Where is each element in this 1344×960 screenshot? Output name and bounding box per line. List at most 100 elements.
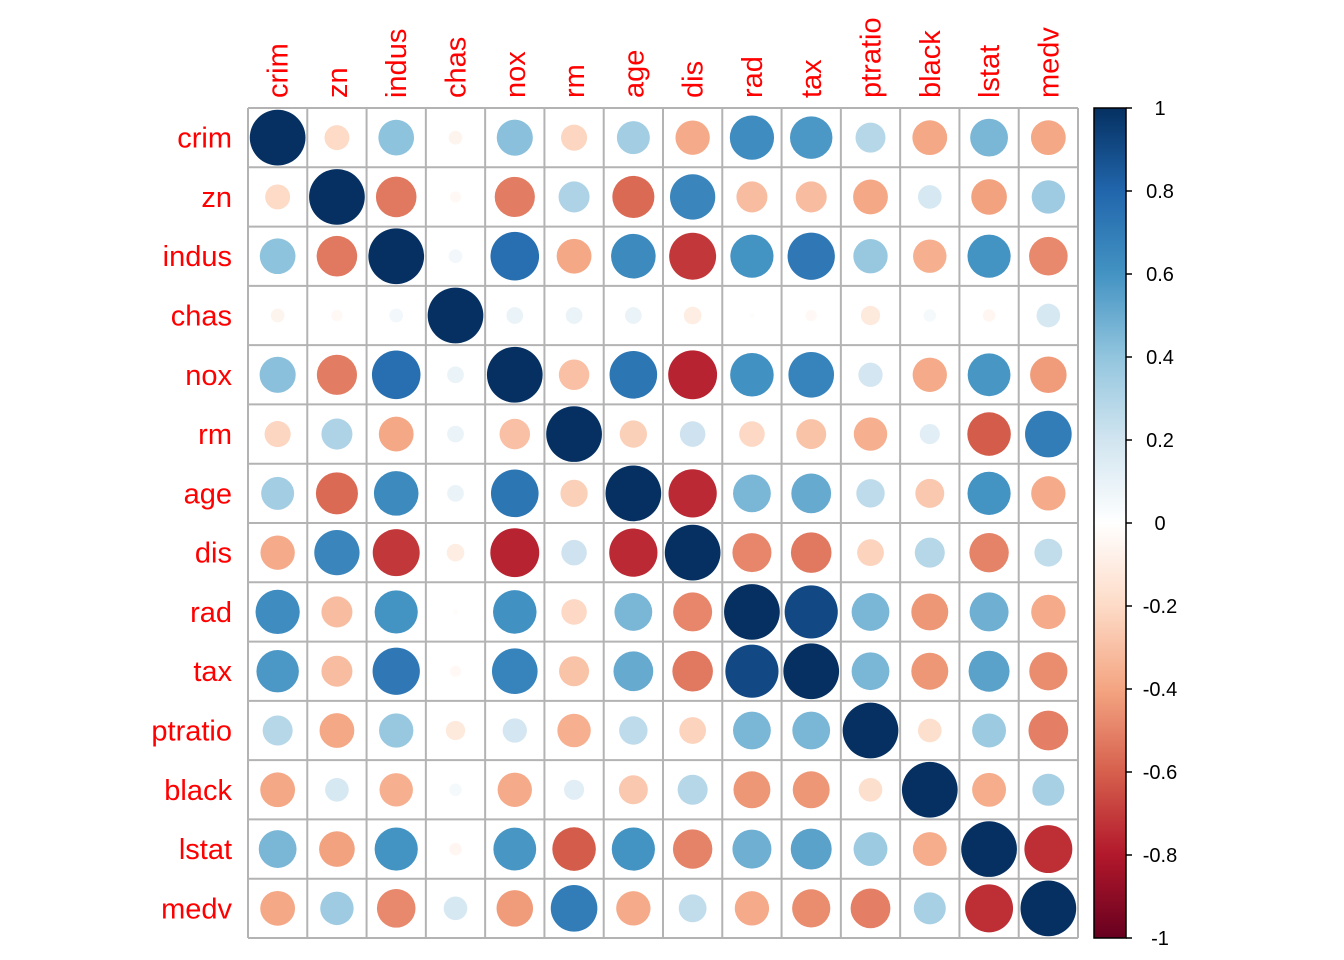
corr-circle-dis-crim <box>260 535 295 570</box>
column-label-rad: rad <box>737 56 769 98</box>
corr-circle-indus-medv <box>1029 236 1068 276</box>
corr-circle-black-rad <box>733 771 771 809</box>
row-labels: crim zn indus chas nox rm age dis rad tax ptratio b… <box>151 123 232 926</box>
corr-circle-chas-black <box>923 309 937 322</box>
grid-layer <box>247 107 1079 939</box>
corr-circle-nox-age <box>609 350 658 399</box>
corr-circle-rad-ptratio <box>851 593 890 631</box>
row-label-medv: medv <box>161 893 232 925</box>
corr-circle-crim-tax <box>789 116 833 159</box>
corr-circle-rm-tax <box>796 419 827 450</box>
corr-circle-black-ptratio <box>858 777 883 802</box>
corr-circle-indus-rm <box>556 238 592 274</box>
corr-circle-ptratio-indus <box>379 713 414 748</box>
corr-circle-chas-tax <box>805 309 817 322</box>
corr-circle-zn-tax <box>795 181 827 213</box>
corr-circle-crim-age <box>616 121 650 155</box>
column-label-dis: dis <box>678 61 710 98</box>
corr-circle-crim-nox <box>496 119 533 156</box>
row-label-dis: dis <box>195 538 232 570</box>
column-label-chas: chas <box>441 37 473 98</box>
corr-circle-zn-dis <box>670 174 716 220</box>
corr-circle-nox-zn <box>316 354 358 395</box>
row-label-rad: rad <box>190 597 232 629</box>
colorbar-tick-label: -1 <box>1151 928 1169 950</box>
corr-circle-indus-nox <box>490 231 540 281</box>
corr-circle-zn-rad <box>736 181 768 213</box>
column-label-age: age <box>618 50 650 98</box>
corr-circle-zn-crim <box>265 184 291 210</box>
corr-circle-nox-medv <box>1030 356 1067 394</box>
corr-circle-tax-crim <box>256 649 299 693</box>
circles-layer <box>249 109 1077 937</box>
corr-circle-rad-lstat <box>969 592 1009 632</box>
corr-circle-zn-black <box>917 185 942 209</box>
colorbar: 1 0.8 0.6 0.4 0.2 0 -0.2 -0.4 -0.6 -0.8 -1 <box>1093 98 1177 950</box>
corr-circle-black-indus <box>379 773 413 807</box>
corr-circle-chas-dis <box>683 306 702 325</box>
corr-circle-rm-lstat <box>967 412 1011 456</box>
corr-circle-nox-black <box>912 357 947 392</box>
corr-circle-crim-medv <box>1030 120 1066 156</box>
corr-circle-medv-indus <box>376 889 416 928</box>
corr-circle-medv-dis <box>678 894 707 923</box>
row-label-ptratio: ptratio <box>151 716 232 748</box>
colorbar-tick-label: 0 <box>1154 513 1165 535</box>
corr-circle-chas-lstat <box>982 309 996 322</box>
corr-circle-black-tax <box>792 771 830 809</box>
corr-circle-chas-zn <box>331 309 343 322</box>
corr-circle-indus-age <box>611 233 656 279</box>
corr-circle-black-black <box>901 761 958 818</box>
colorbar-tick-label: -0.8 <box>1143 845 1177 867</box>
corr-circle-zn-indus <box>375 176 417 218</box>
corr-circle-chas-age <box>624 307 642 324</box>
corr-circle-crim-black <box>912 120 948 156</box>
corr-circle-zn-nox <box>494 176 535 218</box>
corr-circle-rm-nox <box>499 418 531 450</box>
corr-circle-age-indus <box>373 471 419 516</box>
corr-circle-tax-ptratio <box>851 652 890 691</box>
column-labels: crim zn indus chas nox rm age dis rad tax ptratio b… <box>263 17 1066 98</box>
corr-circle-dis-age <box>609 528 658 577</box>
corr-circle-chas-medv <box>1036 303 1061 328</box>
corr-circle-rad-crim <box>255 589 300 635</box>
corr-circle-indus-indus <box>368 228 425 285</box>
corr-circle-dis-ptratio <box>857 539 884 567</box>
corr-circle-medv-lstat <box>965 884 1014 933</box>
corr-circle-dis-rm <box>561 539 587 566</box>
corr-circle-tax-rm <box>559 656 590 687</box>
corr-circle-rad-rad <box>724 584 780 640</box>
corr-circle-ptratio-chas <box>445 720 466 741</box>
corr-circle-nox-nox <box>486 346 543 403</box>
corr-circle-rm-black <box>919 424 940 445</box>
corr-circle-lstat-rad <box>732 829 772 869</box>
corr-circle-medv-nox <box>496 890 534 927</box>
colorbar-tick-label: -0.6 <box>1143 762 1177 784</box>
corr-circle-medv-black <box>913 892 946 925</box>
row-label-lstat: lstat <box>179 834 232 866</box>
corr-circle-age-age <box>605 465 662 522</box>
corr-circle-dis-rad <box>732 533 772 573</box>
corr-circle-rad-indus <box>374 590 418 634</box>
corr-circle-black-nox <box>497 772 532 807</box>
corr-circle-tax-age <box>613 651 654 692</box>
corr-circle-chas-chas <box>427 287 484 344</box>
corr-circle-lstat-chas <box>449 842 462 856</box>
corr-circle-chas-indus <box>389 308 404 323</box>
corr-circle-medv-age <box>616 891 651 926</box>
colorbar-tick-label: -0.2 <box>1143 596 1177 618</box>
column-label-ptratio: ptratio <box>856 17 888 98</box>
corr-circle-rm-dis <box>679 421 706 447</box>
corr-circle-crim-rm <box>561 124 588 151</box>
corr-circle-crim-rad <box>729 115 775 160</box>
column-label-indus: indus <box>381 29 413 98</box>
row-label-nox: nox <box>185 360 232 392</box>
corr-circle-rm-indus <box>378 416 414 452</box>
corr-circle-indus-zn <box>316 235 358 277</box>
corr-circle-nox-crim <box>259 356 296 393</box>
corr-circle-crim-crim <box>249 109 306 166</box>
corr-circle-indus-chas <box>448 249 463 264</box>
corr-circle-tax-black <box>911 652 949 690</box>
colorbar-gradient <box>1093 107 1127 939</box>
